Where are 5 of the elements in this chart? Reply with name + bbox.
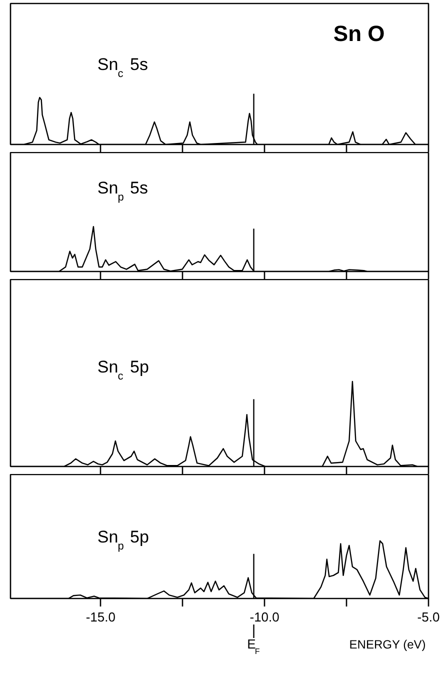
- x-tick-label: -5.0: [417, 610, 440, 624]
- x-tick-label: -10.0: [250, 610, 280, 624]
- x-tick-label: -15.0: [86, 610, 116, 624]
- text: Sn O: [333, 20, 385, 46]
- x-axis-title: ENERGY (eV): [349, 638, 426, 652]
